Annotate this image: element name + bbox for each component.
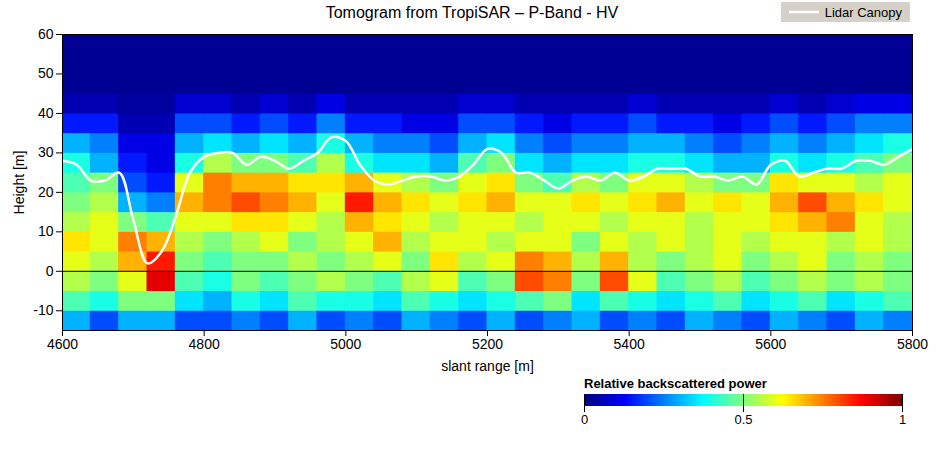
svg-text:4600: 4600 (47, 336, 78, 352)
svg-text:slant range [m]: slant range [m] (441, 358, 534, 374)
svg-text:0.5: 0.5 (734, 412, 752, 427)
svg-text:4800: 4800 (189, 336, 220, 352)
svg-text:1: 1 (899, 412, 906, 427)
svg-text:20: 20 (38, 184, 54, 200)
svg-text:5600: 5600 (755, 336, 786, 352)
svg-text:60: 60 (38, 26, 54, 42)
html-text:Lidar Canopy: Lidar Canopy (824, 4, 902, 20)
html-text:Tomogram from TropiSAR – P-Ban: Tomogram from TropiSAR – P-Band - HV (325, 4, 619, 21)
svg-text:30: 30 (38, 144, 54, 160)
svg-text:5000: 5000 (330, 336, 361, 352)
svg-text:0: 0 (581, 412, 588, 427)
svg-text:40: 40 (38, 105, 54, 121)
svg-text:5200: 5200 (472, 336, 503, 352)
svg-text:50: 50 (38, 65, 54, 81)
svg-text:10: 10 (38, 223, 54, 239)
svg-text:Height [m]: Height [m] (11, 151, 27, 215)
svg-text:5400: 5400 (614, 336, 645, 352)
svg-text:5800: 5800 (897, 336, 928, 352)
svg-text:0: 0 (46, 263, 54, 279)
svg-text:-10: -10 (33, 302, 53, 318)
svg-text:Relative backscattered power: Relative backscattered power (584, 376, 767, 391)
